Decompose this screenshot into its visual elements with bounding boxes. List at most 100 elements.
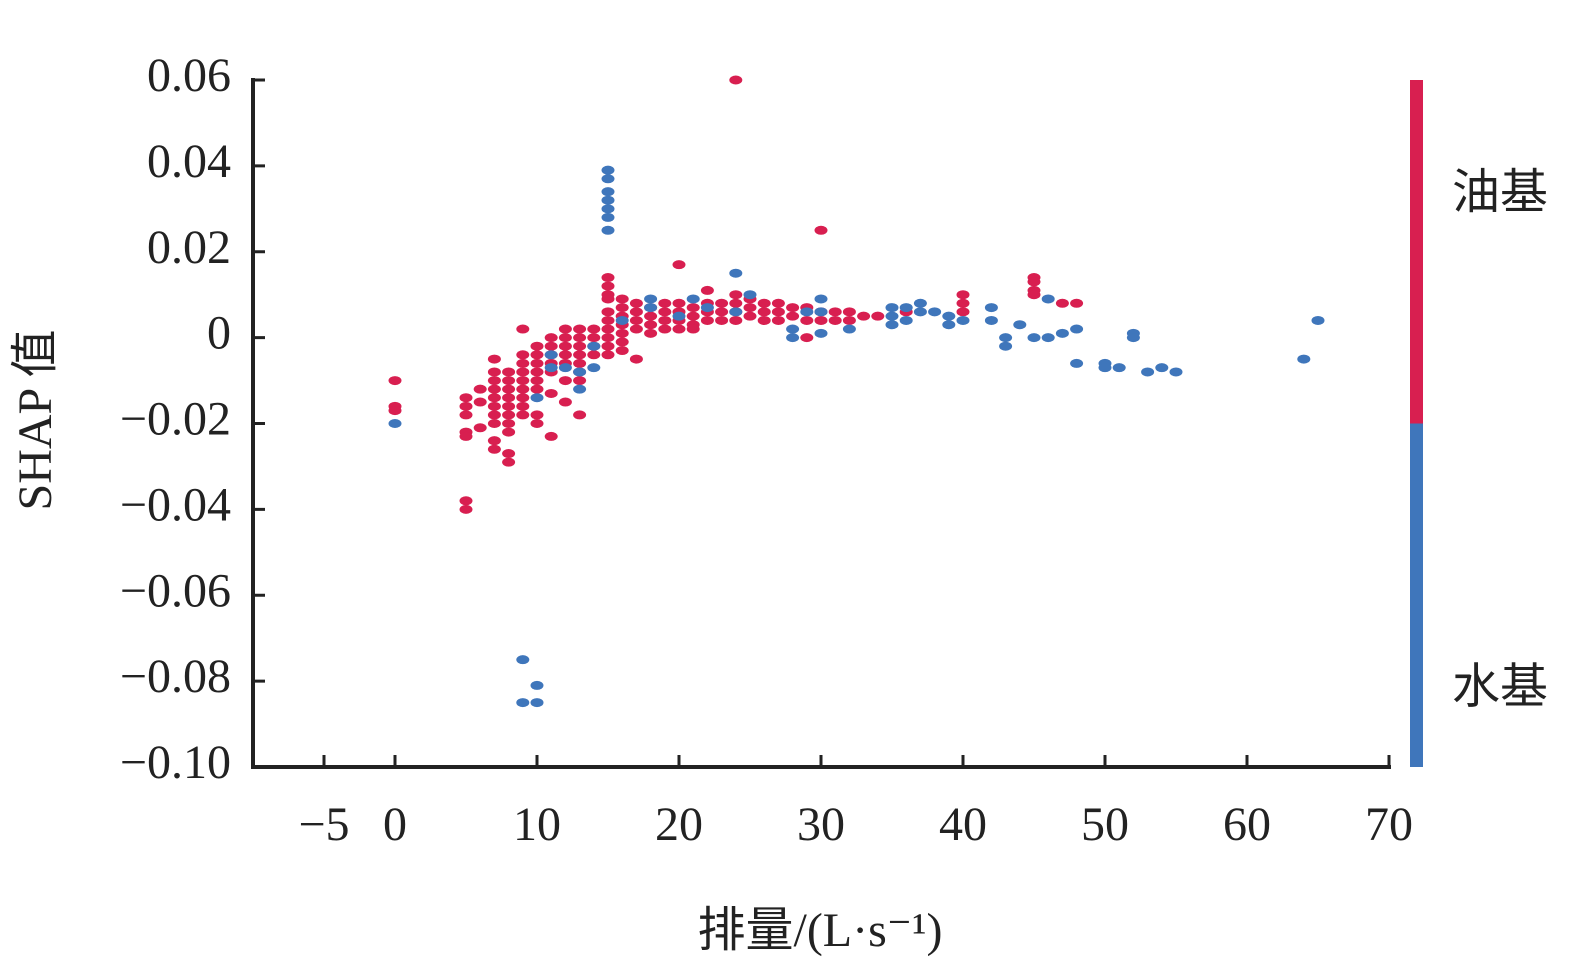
point xyxy=(601,307,615,317)
point xyxy=(871,311,885,321)
point xyxy=(729,268,743,278)
point xyxy=(615,303,629,313)
point xyxy=(530,410,544,420)
point xyxy=(842,324,856,334)
y-tick-label: 0.04 xyxy=(147,135,231,188)
point xyxy=(530,341,544,351)
point xyxy=(814,328,828,338)
point xyxy=(473,423,487,433)
point xyxy=(502,393,516,403)
x-tick-label: 40 xyxy=(939,798,987,851)
point xyxy=(729,298,743,308)
point xyxy=(516,698,530,708)
point xyxy=(530,680,544,690)
point xyxy=(913,298,927,308)
point xyxy=(544,350,558,360)
point xyxy=(757,315,771,325)
point xyxy=(530,393,544,403)
point xyxy=(615,315,629,325)
point xyxy=(984,315,998,325)
point xyxy=(1126,333,1140,343)
point xyxy=(502,449,516,459)
point xyxy=(558,350,572,360)
point xyxy=(1070,324,1084,334)
point xyxy=(487,354,501,364)
point xyxy=(573,358,587,368)
point xyxy=(644,328,658,338)
point xyxy=(786,324,800,334)
point xyxy=(459,496,473,506)
point xyxy=(984,303,998,313)
point xyxy=(1070,358,1084,368)
point xyxy=(459,410,473,420)
point xyxy=(459,504,473,514)
point xyxy=(999,341,1013,351)
x-tick-label: 20 xyxy=(655,798,703,851)
point xyxy=(459,431,473,441)
point xyxy=(573,384,587,394)
point xyxy=(516,384,530,394)
point xyxy=(530,698,544,708)
point xyxy=(942,320,956,330)
point xyxy=(1055,328,1069,338)
point xyxy=(601,294,615,304)
point xyxy=(786,303,800,313)
point xyxy=(487,444,501,454)
point xyxy=(558,341,572,351)
point xyxy=(814,225,828,235)
point xyxy=(786,311,800,321)
point xyxy=(516,367,530,377)
point xyxy=(502,410,516,420)
point xyxy=(615,337,629,347)
point xyxy=(928,307,942,317)
y-tick-label: −0.04 xyxy=(120,478,231,531)
point xyxy=(1155,363,1169,373)
legend-label: 油基 xyxy=(1452,166,1548,219)
point xyxy=(601,165,615,175)
point xyxy=(771,298,785,308)
point xyxy=(1141,367,1155,377)
point xyxy=(587,350,601,360)
point xyxy=(544,388,558,398)
point xyxy=(587,333,601,343)
point xyxy=(629,307,643,317)
point xyxy=(1041,333,1055,343)
point xyxy=(615,328,629,338)
point xyxy=(842,307,856,317)
point xyxy=(686,294,700,304)
point xyxy=(573,333,587,343)
point xyxy=(729,307,743,317)
point xyxy=(629,324,643,334)
y-axis-label: SHAP 值 xyxy=(9,330,62,511)
point xyxy=(502,457,516,467)
point xyxy=(487,419,501,428)
point xyxy=(487,376,501,386)
point xyxy=(601,281,615,291)
point xyxy=(842,315,856,325)
point xyxy=(473,397,487,407)
point xyxy=(615,294,629,304)
point xyxy=(828,315,842,325)
point xyxy=(573,324,587,334)
point xyxy=(601,333,615,343)
point xyxy=(672,311,686,321)
point xyxy=(558,376,572,386)
point xyxy=(885,320,899,330)
y-tick-label: 0.06 xyxy=(147,49,231,102)
point xyxy=(459,401,473,411)
point xyxy=(601,350,615,360)
point xyxy=(544,333,558,343)
point xyxy=(757,298,771,308)
point xyxy=(601,187,615,197)
point xyxy=(487,436,501,446)
point xyxy=(715,307,729,317)
point xyxy=(487,410,501,420)
point xyxy=(544,363,558,373)
point xyxy=(800,315,814,325)
point xyxy=(601,273,615,283)
point xyxy=(1013,320,1027,330)
point xyxy=(530,419,544,428)
point xyxy=(644,311,658,321)
point xyxy=(516,350,530,360)
